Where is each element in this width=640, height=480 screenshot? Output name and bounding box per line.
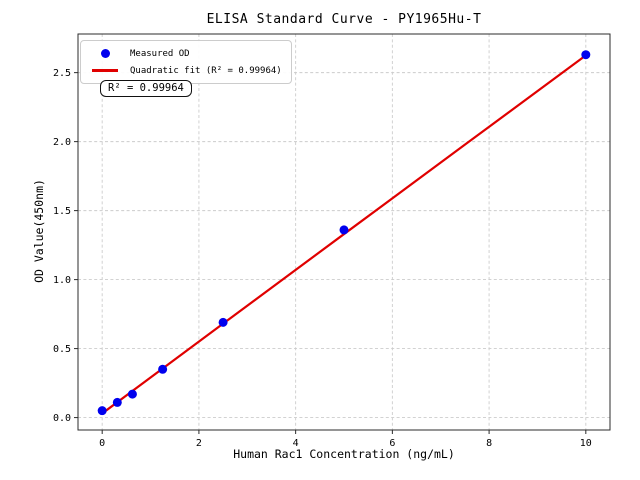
- fit-line-icon: [92, 69, 118, 72]
- data-point: [218, 317, 228, 327]
- data-point: [339, 225, 349, 235]
- plot-border: [77, 33, 611, 431]
- y-tick-label: 0.5: [53, 344, 71, 355]
- legend: Measured OD Quadratic fit (R² = 0.99964): [80, 40, 292, 84]
- legend-label-quadratic-fit: Quadratic fit (R² = 0.99964): [130, 65, 282, 76]
- y-tick-label: 2.0: [53, 137, 71, 148]
- x-axis-label: Human Rac1 Concentration (ng/mL): [233, 447, 455, 461]
- legend-marker-cell: [90, 49, 120, 58]
- y-tick-label: 1.0: [53, 275, 71, 286]
- chart-title: ELISA Standard Curve - PY1965Hu-T: [206, 12, 482, 27]
- r-squared-annotation: R² = 0.99964: [100, 80, 192, 97]
- legend-label-measured-od: Measured OD: [130, 48, 190, 59]
- y-tick-label: 1.5: [53, 206, 71, 217]
- data-point: [581, 50, 591, 60]
- x-tick-label: 2: [196, 438, 202, 449]
- x-tick-label: 4: [293, 438, 299, 449]
- data-point: [112, 397, 122, 407]
- data-point: [158, 364, 168, 374]
- legend-item-quadratic-fit: Quadratic fit (R² = 0.99964): [90, 62, 282, 79]
- x-tick-label: 10: [580, 438, 592, 449]
- legend-marker-cell: [90, 69, 120, 72]
- x-tick-label: 0: [99, 438, 105, 449]
- y-axis-label: OD Value(450nm): [32, 179, 46, 283]
- y-tick-label: 0.0: [53, 413, 71, 424]
- x-tick-label: 6: [389, 438, 395, 449]
- data-point: [127, 389, 137, 399]
- legend-item-measured-od: Measured OD: [90, 45, 282, 62]
- x-tick-label: 8: [486, 438, 492, 449]
- y-tick-label: 2.5: [53, 68, 71, 79]
- data-point: [97, 406, 107, 416]
- scatter-dot-icon: [100, 49, 110, 58]
